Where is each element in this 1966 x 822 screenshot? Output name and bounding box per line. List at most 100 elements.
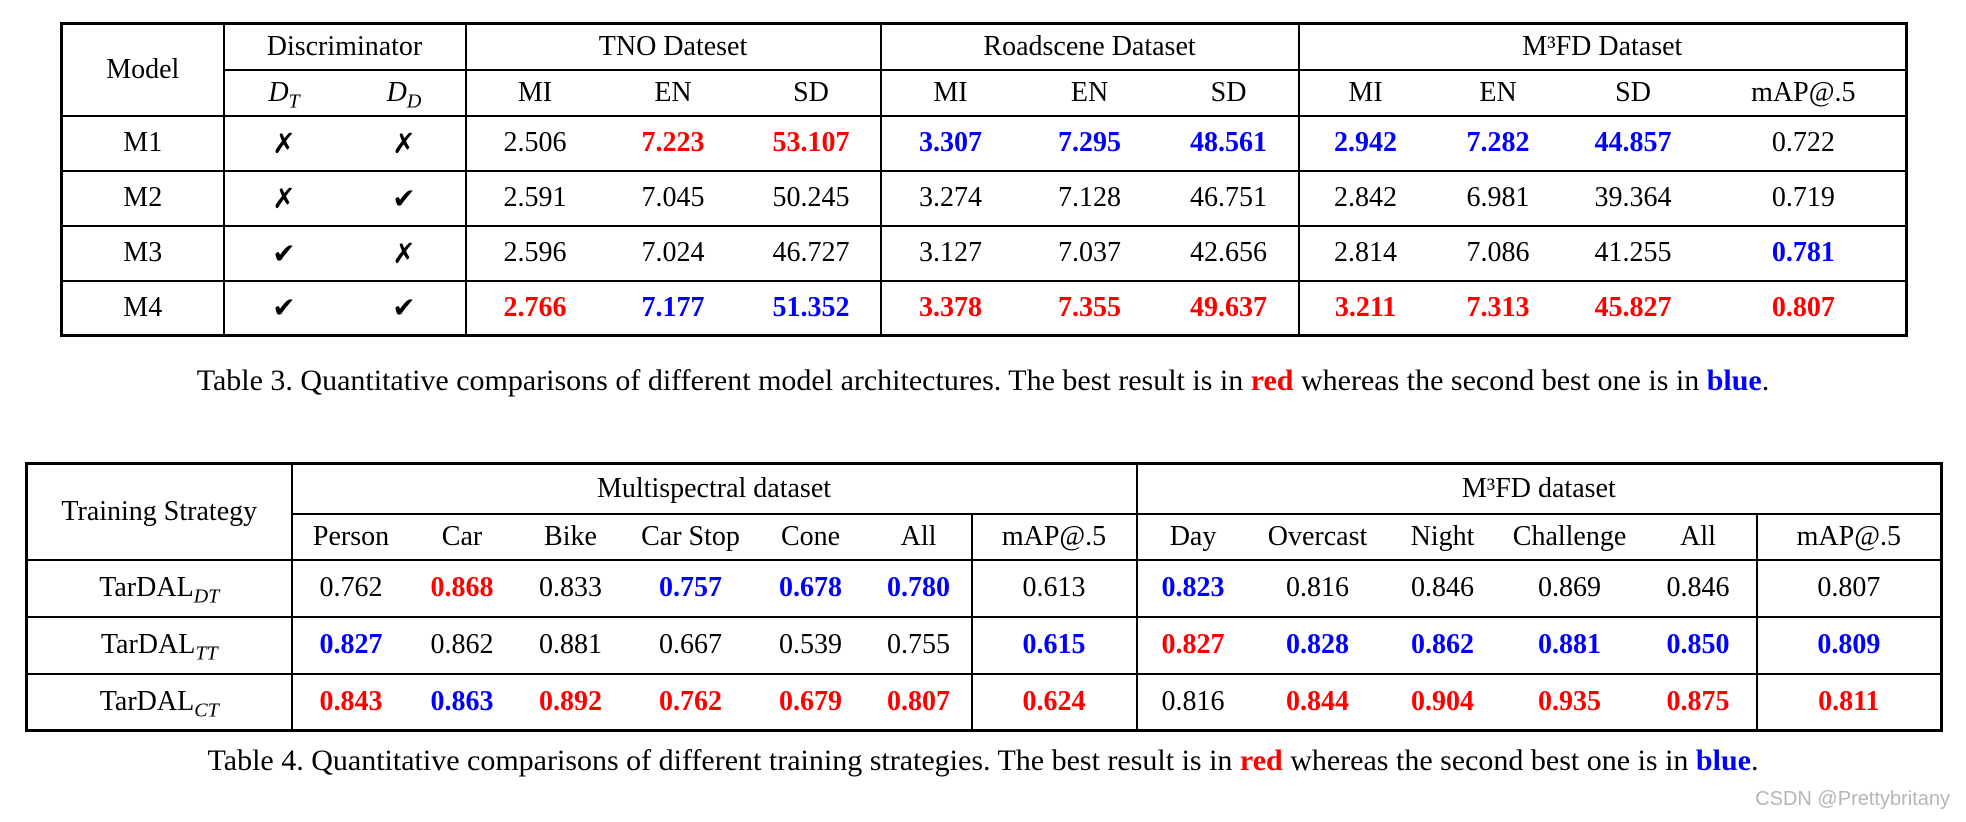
value-cell: 6.981 (1431, 170, 1565, 227)
col-header-car: Car (409, 513, 515, 561)
value-cell: 0.823 (1136, 559, 1249, 618)
value-cell: 0.875 (1640, 673, 1758, 732)
strategy-cell: TarDALCT (26, 673, 293, 732)
model-cell: M1 (61, 115, 225, 172)
value-cell: 0.678 (754, 559, 867, 618)
col-header-night: Night (1386, 513, 1499, 561)
col-header-overcast: Overcast (1248, 513, 1387, 561)
value-cell: 49.637 (1159, 280, 1300, 337)
col-group-m3fd: M³FD dataset (1136, 463, 1942, 515)
value-cell: 0.679 (754, 673, 867, 732)
table-row: TarDALCT 0.843 0.863 0.892 0.762 0.679 0… (26, 673, 1942, 732)
subscript-t: T (288, 90, 300, 113)
caption-text: . (1750, 744, 1759, 777)
col-header-all: All (866, 513, 973, 561)
table3-caption: Table 3. Quantitative comparisons of dif… (0, 364, 1966, 398)
value-cell: 0.624 (971, 673, 1138, 732)
col-header-bike: Bike (514, 513, 627, 561)
script-d-label: D (268, 76, 289, 108)
check-cell: ✗ (343, 225, 467, 282)
check-cell: ✗ (223, 115, 344, 172)
value-cell: 0.935 (1498, 673, 1641, 732)
watermark: CSDN @Prettybritany (1755, 788, 1950, 810)
value-cell: 41.255 (1564, 225, 1702, 282)
caption-text: . (1761, 364, 1770, 397)
value-cell: 45.827 (1564, 280, 1702, 337)
value-cell: 7.223 (603, 115, 743, 172)
value-cell: 0.755 (866, 616, 973, 675)
value-cell: 0.762 (291, 559, 410, 618)
value-cell: 0.807 (866, 673, 973, 732)
col-header-en: EN (603, 69, 743, 117)
model-cell: M3 (61, 225, 225, 282)
value-cell: 7.295 (1019, 115, 1160, 172)
col-group-roadscene: Roadscene Dataset (880, 23, 1300, 71)
col-header-en: EN (1019, 69, 1160, 117)
col-header-mi: MI (465, 69, 604, 117)
model-cell: M2 (61, 170, 225, 227)
value-cell: 0.615 (971, 616, 1138, 675)
value-cell: 51.352 (742, 280, 882, 337)
value-cell: 2.591 (465, 170, 604, 227)
value-cell: 2.942 (1298, 115, 1432, 172)
subscript-d: D (406, 90, 422, 113)
col-header-sd: SD (1564, 69, 1702, 117)
value-cell: 50.245 (742, 170, 882, 227)
value-cell: 0.781 (1701, 225, 1907, 282)
value-cell: 2.842 (1298, 170, 1432, 227)
value-cell: 7.045 (603, 170, 743, 227)
value-cell: 39.364 (1564, 170, 1702, 227)
value-cell: 7.313 (1431, 280, 1565, 337)
value-cell: 0.809 (1756, 616, 1942, 675)
value-cell: 0.892 (514, 673, 627, 732)
value-cell: 0.881 (514, 616, 627, 675)
value-cell: 0.719 (1701, 170, 1907, 227)
table-row: M2 ✗ ✔ 2.591 7.045 50.245 3.274 7.128 46… (61, 170, 1907, 227)
value-cell: 46.727 (742, 225, 882, 282)
table-row: M4 ✔ ✔ 2.766 7.177 51.352 3.378 7.355 49… (61, 280, 1907, 337)
value-cell: 0.846 (1640, 559, 1758, 618)
value-cell: 0.667 (626, 616, 755, 675)
col-header-map: mAP@.5 (1756, 513, 1942, 561)
col-group-multispectral: Multispectral dataset (291, 463, 1138, 515)
value-cell: 0.828 (1248, 616, 1387, 675)
value-cell: 3.307 (880, 115, 1020, 172)
model-cell: M4 (61, 280, 225, 337)
col-group-tno: TNO Dateset (465, 23, 882, 71)
value-cell: 44.857 (1564, 115, 1702, 172)
script-d-label: D (386, 76, 407, 108)
value-cell: 0.904 (1386, 673, 1499, 732)
value-cell: 7.024 (603, 225, 743, 282)
value-cell: 0.862 (409, 616, 515, 675)
value-cell: 0.807 (1701, 280, 1907, 337)
value-cell: 3.211 (1298, 280, 1432, 337)
value-cell: 0.846 (1386, 559, 1499, 618)
strategy-subscript: CT (194, 699, 219, 722)
table4-caption: Table 4. Quantitative comparisons of dif… (0, 744, 1966, 778)
value-cell: 0.827 (1136, 616, 1249, 675)
table-training-strategies: Training Strategy Multispectral dataset … (25, 462, 1944, 732)
col-header-challenge: Challenge (1498, 513, 1641, 561)
caption-text: whereas the second best one is in (1293, 364, 1707, 397)
strategy-cell: TarDALTT (26, 616, 293, 675)
table-row: TarDALDT 0.762 0.868 0.833 0.757 0.678 0… (26, 559, 1942, 618)
col-header-mi: MI (880, 69, 1020, 117)
value-cell: 0.539 (754, 616, 867, 675)
value-cell: 7.086 (1431, 225, 1565, 282)
value-cell: 2.766 (465, 280, 604, 337)
value-cell: 0.722 (1701, 115, 1907, 172)
value-cell: 53.107 (742, 115, 882, 172)
caption-red-word: red (1250, 364, 1294, 397)
caption-blue-word: blue (1695, 744, 1751, 777)
value-cell: 0.881 (1498, 616, 1641, 675)
caption-text: Table 3. Quantitative comparisons of dif… (196, 364, 1251, 397)
value-cell: 42.656 (1159, 225, 1300, 282)
caption-red-word: red (1239, 744, 1283, 777)
value-cell: 2.506 (465, 115, 604, 172)
value-cell: 2.596 (465, 225, 604, 282)
value-cell: 0.843 (291, 673, 410, 732)
check-cell: ✔ (343, 280, 467, 337)
value-cell: 7.282 (1431, 115, 1565, 172)
value-cell: 0.833 (514, 559, 627, 618)
